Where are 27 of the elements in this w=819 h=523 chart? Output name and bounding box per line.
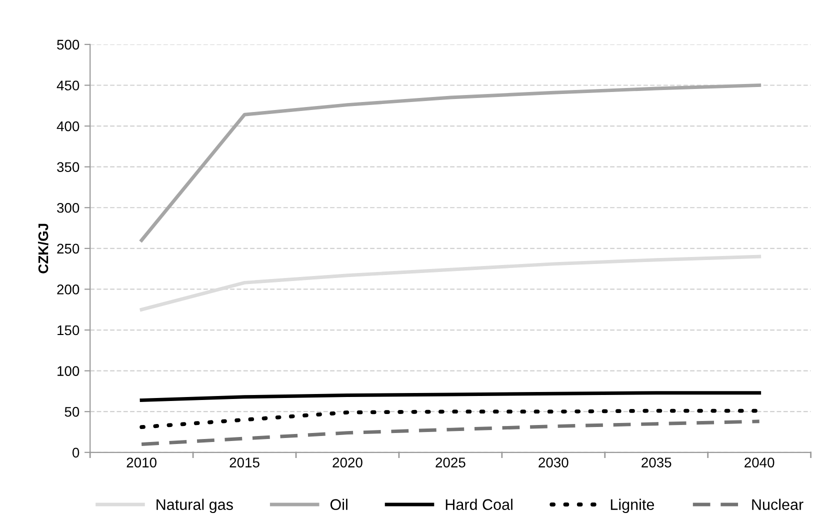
line-series [140,391,762,402]
legend-label: Lignite [610,498,654,514]
x-tick-label: 2015 [230,458,260,468]
y-tick-label: 450 [56,80,80,90]
line-series [140,84,762,242]
legend-label: Hard Coal [446,498,512,510]
x-tick-label: 2030 [538,458,568,468]
x-tick-label: 2035 [642,458,672,468]
y-tick-label: 150 [58,325,80,336]
y-tick-label: 250 [57,244,80,254]
y-tick-label: 400 [56,121,80,132]
y-tick-label: 200 [57,284,80,294]
y-tick-label: 300 [57,202,80,213]
x-tick-label: 2040 [744,458,774,468]
line-series [140,420,762,446]
y-tick-label: 500 [57,40,80,50]
y-tick-label: 100 [58,366,80,376]
x-tick-label: 2020 [332,458,362,468]
legend-label: Oil [330,498,348,510]
x-tick-label: 2025 [436,458,466,468]
y-tick-label: 0 [72,448,80,458]
x-tick-label: 2010 [126,458,156,468]
legend-label: Nuclear [752,498,804,510]
legend-label: Natural gas [156,498,233,514]
y-tick-label: 350 [57,162,80,172]
y-tick-label: 50 [64,406,80,417]
y-axis-title: CZK/GJ [38,224,48,274]
